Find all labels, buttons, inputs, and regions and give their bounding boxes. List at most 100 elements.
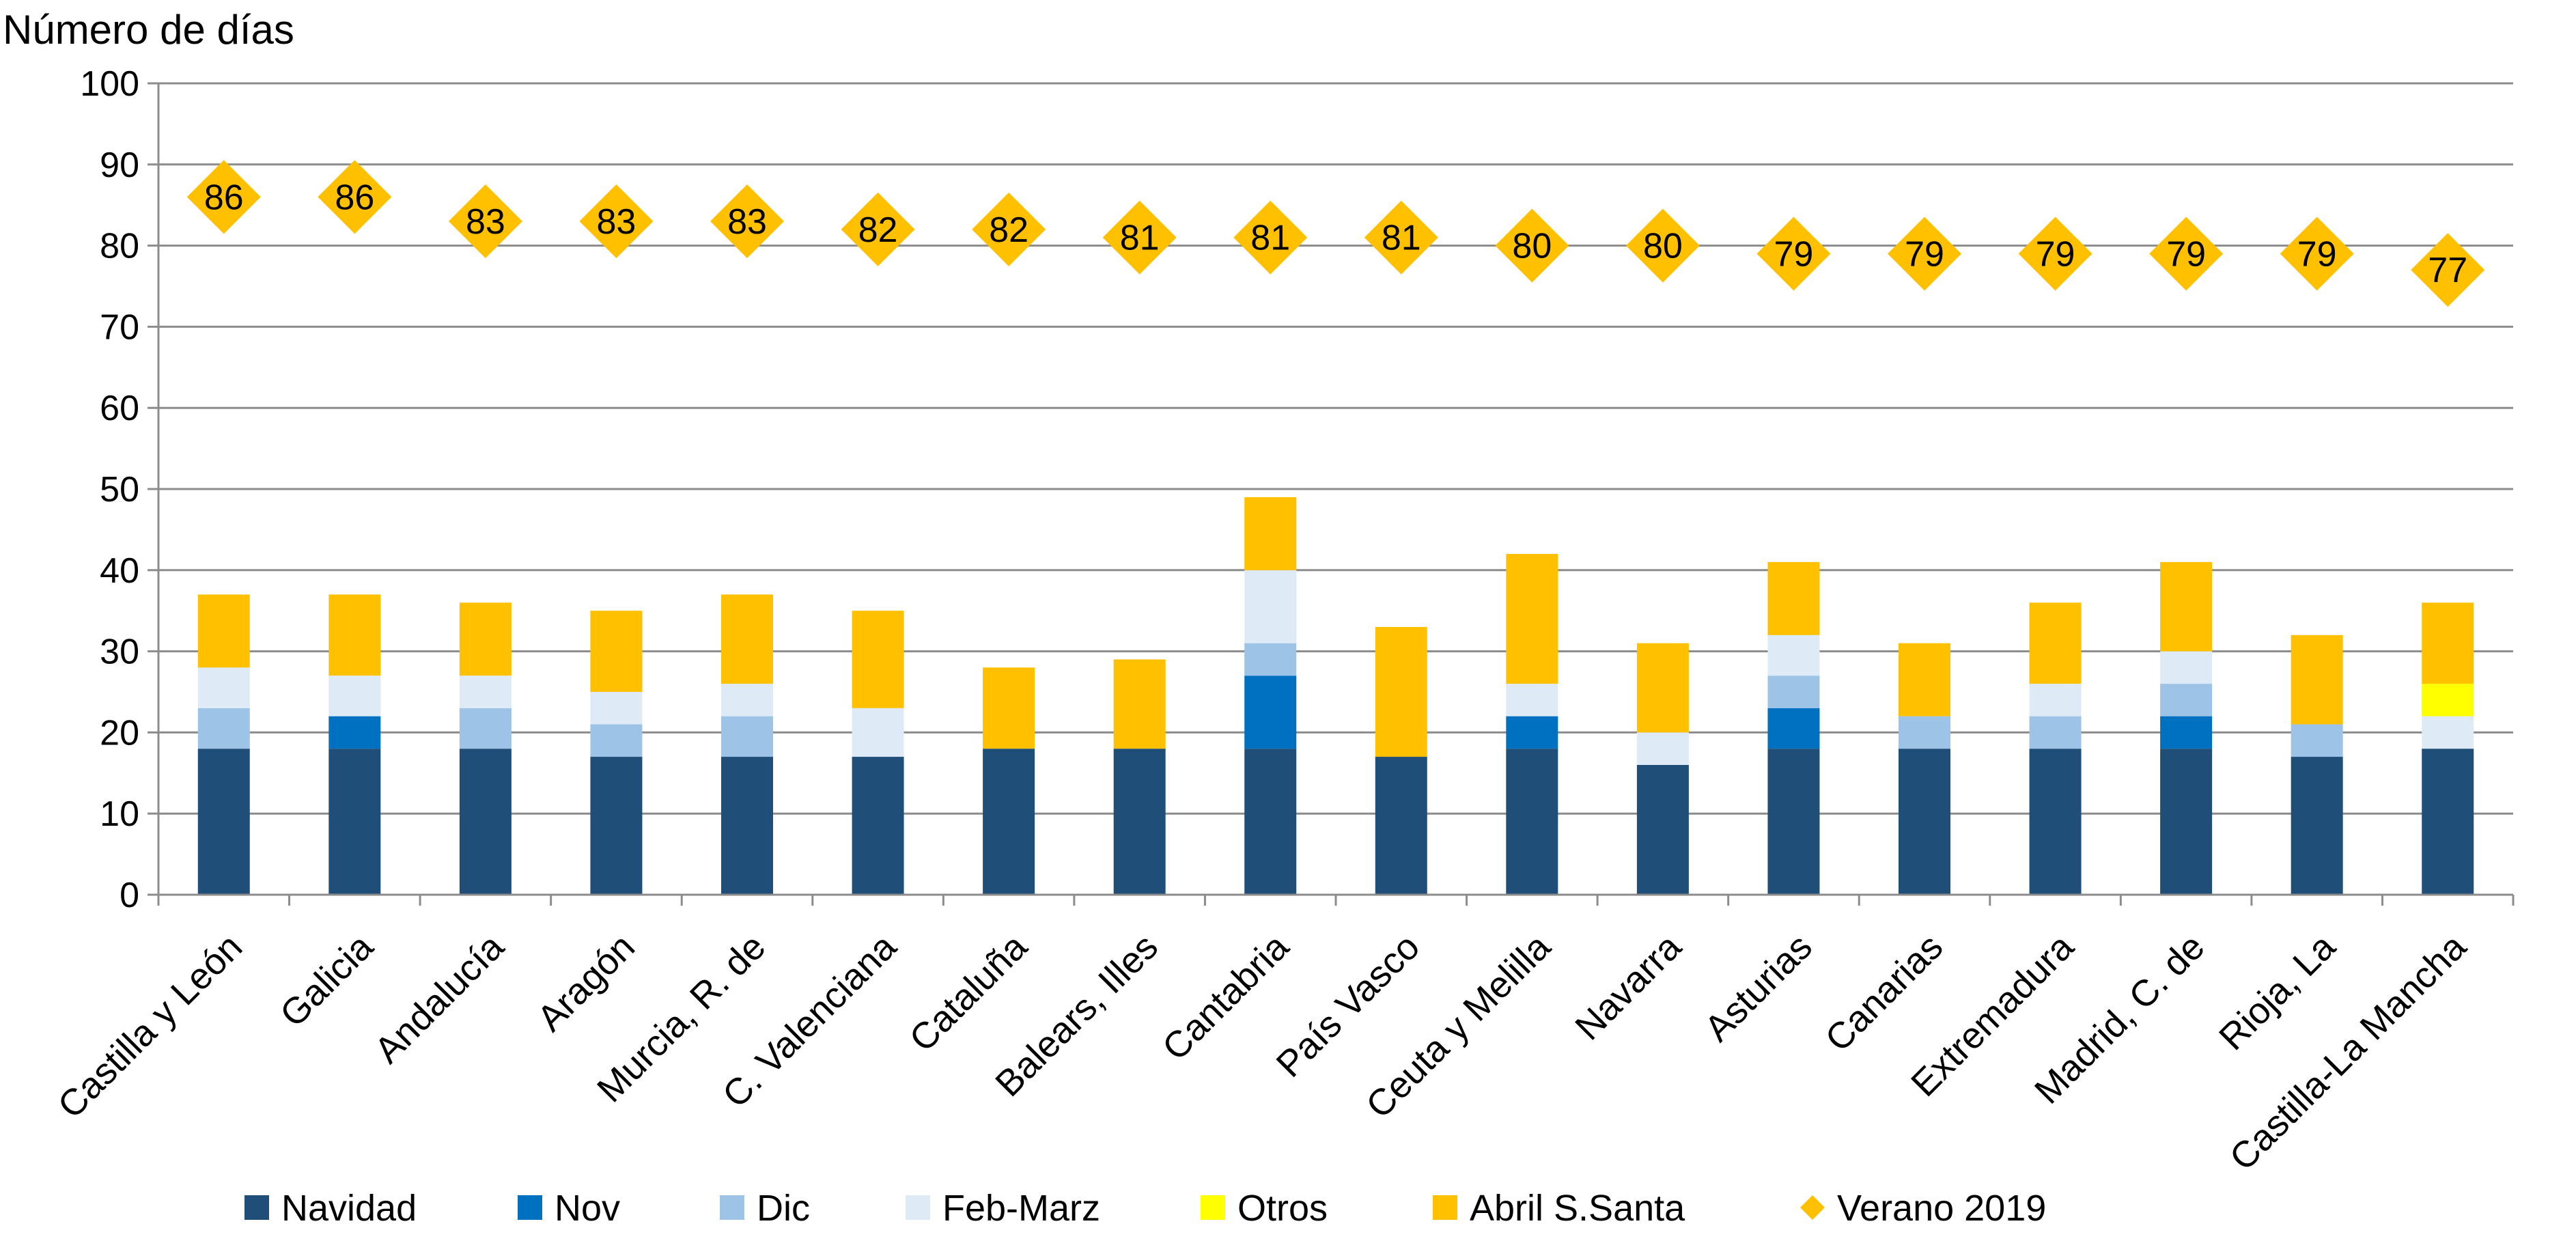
bar-segment [2160, 561, 2213, 652]
x-category-label: Asturias [1697, 926, 1820, 1049]
y-tick-label: 30 [100, 632, 139, 672]
bar-segment [197, 708, 250, 749]
y-tick-label: 100 [80, 64, 139, 104]
y-tick-label: 0 [120, 876, 139, 915]
bar-segment [1636, 732, 1689, 765]
x-category-label: Cantabria [1155, 925, 1298, 1068]
data-label: 82 [858, 210, 898, 250]
y-tick-label: 70 [100, 307, 139, 347]
legend-swatch [244, 1195, 269, 1220]
data-label: 80 [1512, 227, 1552, 266]
legend-swatch [518, 1195, 542, 1220]
data-label: 80 [1643, 227, 1683, 266]
bar-segment [590, 692, 643, 725]
legend-label: Otros [1237, 1188, 1328, 1229]
bar-segment [2422, 716, 2474, 749]
bar-segment [328, 749, 381, 895]
bar-segment [2160, 716, 2213, 749]
legend-swatch [1433, 1195, 1457, 1220]
marker-point [1364, 200, 1438, 275]
bar-segment [983, 749, 1035, 895]
legend: Navidad Nov Dic Feb-Marz Otros Abril S.Santa V… [244, 1188, 2046, 1229]
bar-segment [1375, 757, 1427, 895]
bar-segment [328, 675, 381, 716]
y-tick-label: 80 [100, 227, 139, 266]
bar-segment [459, 675, 512, 708]
x-category-label: Castilla y León [50, 926, 250, 1126]
bar-segment [1767, 749, 1820, 895]
data-label: 81 [1382, 219, 1421, 258]
bar-segment [1767, 675, 1820, 708]
legend-label: Dic [757, 1188, 810, 1229]
bar-segment [1113, 659, 1166, 749]
legend-label: Verano 2019 [1837, 1188, 2046, 1229]
x-category-label: Galicia [272, 925, 382, 1035]
y-tick-label: 40 [100, 551, 139, 591]
bar-segment [1767, 635, 1820, 676]
data-label: 79 [2036, 234, 2075, 274]
bar-segment [2291, 757, 2343, 895]
bar-segment [328, 716, 381, 749]
bar-segment [1244, 675, 1297, 749]
bar-segment [1506, 749, 1558, 895]
bar-segment [1244, 497, 1297, 570]
bar-segment [459, 708, 512, 749]
data-label: 86 [335, 178, 374, 217]
bar-segment [459, 749, 512, 895]
data-label: 83 [727, 202, 767, 242]
data-label: 77 [2428, 251, 2467, 290]
bar-segment [1506, 684, 1558, 716]
bar-segment [2422, 749, 2474, 895]
data-label: 83 [466, 202, 505, 242]
bar-segment [852, 611, 904, 708]
legend-swatch [1201, 1195, 1225, 1220]
bar-segment [2029, 716, 2082, 749]
x-category-label: Cataluña [901, 925, 1035, 1059]
bar-segment [1636, 643, 1689, 733]
y-tick-label: 90 [100, 145, 139, 185]
bar-segment [1506, 716, 1558, 749]
y-tick-label: 10 [100, 794, 139, 834]
bar-segment [459, 602, 512, 676]
x-category-label: Navarra [1567, 925, 1690, 1048]
data-label: 81 [1250, 219, 1290, 258]
data-label: 86 [204, 178, 244, 217]
bar-segment [1113, 749, 1166, 895]
legend-swatch [906, 1195, 930, 1220]
bar-segment [721, 716, 773, 757]
data-label: 79 [1905, 234, 1944, 274]
marker-point [579, 184, 654, 258]
bar-segment [852, 708, 904, 757]
marker-point [186, 160, 261, 234]
marker-point [1625, 208, 1700, 283]
legend-label: Nov [555, 1188, 620, 1229]
marker-point [1102, 200, 1177, 275]
marker-point [2280, 217, 2354, 291]
legend-swatch [720, 1195, 744, 1220]
bar-segment [721, 757, 773, 895]
data-label: 81 [1120, 219, 1160, 258]
bar-segment [2029, 602, 2082, 684]
legend-swatch [1800, 1195, 1825, 1220]
data-label: 79 [2297, 234, 2337, 274]
bar-segment [1899, 643, 1950, 716]
data-label: 79 [1774, 234, 1814, 274]
bar-segment [2160, 684, 2213, 716]
legend-label: Feb-Marz [942, 1188, 1100, 1229]
axes [157, 83, 2515, 906]
marker-point [841, 192, 915, 266]
y-tick-label: 50 [100, 470, 139, 510]
data-label: 83 [597, 202, 636, 242]
bar-segment [2422, 684, 2474, 716]
bar-segment [1244, 570, 1297, 643]
bar-segment [197, 594, 250, 668]
x-category-label: Andalucía [367, 925, 512, 1071]
bar-segment [2291, 724, 2343, 757]
y-tick-label: 20 [100, 713, 139, 753]
x-category-label: Aragón [529, 926, 643, 1040]
bar-segment [1636, 764, 1689, 895]
marker-point [448, 184, 522, 258]
legend-label: Navidad [281, 1188, 417, 1229]
